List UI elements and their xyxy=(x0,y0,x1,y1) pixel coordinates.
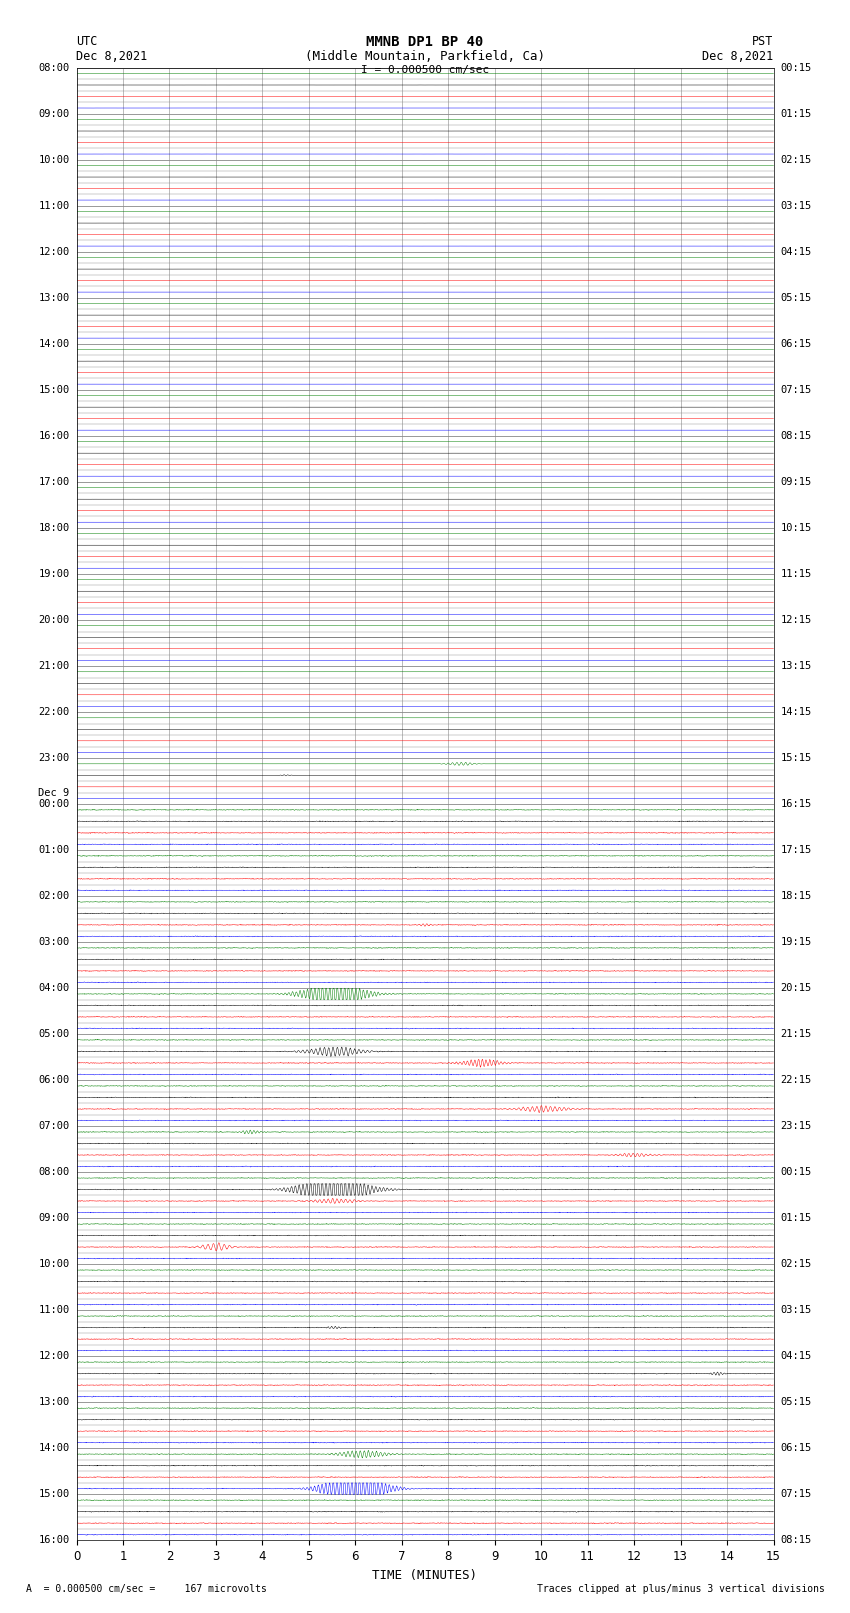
Text: 08:00: 08:00 xyxy=(38,63,70,73)
Text: 07:15: 07:15 xyxy=(780,386,812,395)
Text: 13:00: 13:00 xyxy=(38,294,70,303)
Text: Dec 8,2021: Dec 8,2021 xyxy=(76,50,148,63)
Text: 01:00: 01:00 xyxy=(38,845,70,855)
Text: 04:00: 04:00 xyxy=(38,984,70,994)
Text: 08:15: 08:15 xyxy=(780,1536,812,1545)
X-axis label: TIME (MINUTES): TIME (MINUTES) xyxy=(372,1569,478,1582)
Text: 07:00: 07:00 xyxy=(38,1121,70,1131)
Text: 03:15: 03:15 xyxy=(780,1305,812,1315)
Text: 00:15: 00:15 xyxy=(780,63,812,73)
Text: 09:15: 09:15 xyxy=(780,477,812,487)
Text: 14:00: 14:00 xyxy=(38,1444,70,1453)
Text: 04:15: 04:15 xyxy=(780,247,812,256)
Text: 12:15: 12:15 xyxy=(780,615,812,624)
Text: 00:00: 00:00 xyxy=(38,798,70,810)
Text: PST: PST xyxy=(752,35,774,48)
Text: MMNB DP1 BP 40: MMNB DP1 BP 40 xyxy=(366,35,484,50)
Text: 06:00: 06:00 xyxy=(38,1076,70,1086)
Text: 21:00: 21:00 xyxy=(38,661,70,671)
Text: 15:00: 15:00 xyxy=(38,1489,70,1500)
Text: 14:00: 14:00 xyxy=(38,339,70,348)
Text: 18:00: 18:00 xyxy=(38,523,70,532)
Text: 20:00: 20:00 xyxy=(38,615,70,624)
Text: 05:00: 05:00 xyxy=(38,1029,70,1039)
Text: 11:00: 11:00 xyxy=(38,200,70,211)
Text: 16:00: 16:00 xyxy=(38,1536,70,1545)
Text: 22:15: 22:15 xyxy=(780,1076,812,1086)
Text: 15:15: 15:15 xyxy=(780,753,812,763)
Text: (Middle Mountain, Parkfield, Ca): (Middle Mountain, Parkfield, Ca) xyxy=(305,50,545,63)
Text: 06:15: 06:15 xyxy=(780,1444,812,1453)
Text: 06:15: 06:15 xyxy=(780,339,812,348)
Text: 15:00: 15:00 xyxy=(38,386,70,395)
Text: 12:00: 12:00 xyxy=(38,1352,70,1361)
Text: 23:00: 23:00 xyxy=(38,753,70,763)
Text: 20:15: 20:15 xyxy=(780,984,812,994)
Text: 19:00: 19:00 xyxy=(38,569,70,579)
Text: 08:00: 08:00 xyxy=(38,1168,70,1177)
Text: 16:00: 16:00 xyxy=(38,431,70,440)
Text: 23:15: 23:15 xyxy=(780,1121,812,1131)
Text: 02:15: 02:15 xyxy=(780,1260,812,1269)
Text: 05:15: 05:15 xyxy=(780,294,812,303)
Text: 01:15: 01:15 xyxy=(780,1213,812,1223)
Text: 11:00: 11:00 xyxy=(38,1305,70,1315)
Text: Traces clipped at plus/minus 3 vertical divisions: Traces clipped at plus/minus 3 vertical … xyxy=(536,1584,824,1594)
Text: 11:15: 11:15 xyxy=(780,569,812,579)
Text: 22:00: 22:00 xyxy=(38,706,70,718)
Text: 10:15: 10:15 xyxy=(780,523,812,532)
Text: 09:00: 09:00 xyxy=(38,108,70,119)
Text: 10:00: 10:00 xyxy=(38,155,70,165)
Text: A  = 0.000500 cm/sec =     167 microvolts: A = 0.000500 cm/sec = 167 microvolts xyxy=(26,1584,266,1594)
Text: 01:15: 01:15 xyxy=(780,108,812,119)
Text: Dec 9: Dec 9 xyxy=(38,789,70,798)
Text: 10:00: 10:00 xyxy=(38,1260,70,1269)
Text: I = 0.000500 cm/sec: I = 0.000500 cm/sec xyxy=(361,65,489,74)
Text: 04:15: 04:15 xyxy=(780,1352,812,1361)
Text: UTC: UTC xyxy=(76,35,98,48)
Text: 12:00: 12:00 xyxy=(38,247,70,256)
Text: 02:00: 02:00 xyxy=(38,890,70,902)
Text: 00:15: 00:15 xyxy=(780,1168,812,1177)
Text: 13:00: 13:00 xyxy=(38,1397,70,1408)
Text: 03:15: 03:15 xyxy=(780,200,812,211)
Text: 05:15: 05:15 xyxy=(780,1397,812,1408)
Text: 16:15: 16:15 xyxy=(780,798,812,810)
Text: 02:15: 02:15 xyxy=(780,155,812,165)
Text: 09:00: 09:00 xyxy=(38,1213,70,1223)
Text: Dec 8,2021: Dec 8,2021 xyxy=(702,50,774,63)
Text: 08:15: 08:15 xyxy=(780,431,812,440)
Text: 21:15: 21:15 xyxy=(780,1029,812,1039)
Text: 07:15: 07:15 xyxy=(780,1489,812,1500)
Text: 19:15: 19:15 xyxy=(780,937,812,947)
Text: 17:00: 17:00 xyxy=(38,477,70,487)
Text: 17:15: 17:15 xyxy=(780,845,812,855)
Text: 14:15: 14:15 xyxy=(780,706,812,718)
Text: 03:00: 03:00 xyxy=(38,937,70,947)
Text: 13:15: 13:15 xyxy=(780,661,812,671)
Text: 18:15: 18:15 xyxy=(780,890,812,902)
